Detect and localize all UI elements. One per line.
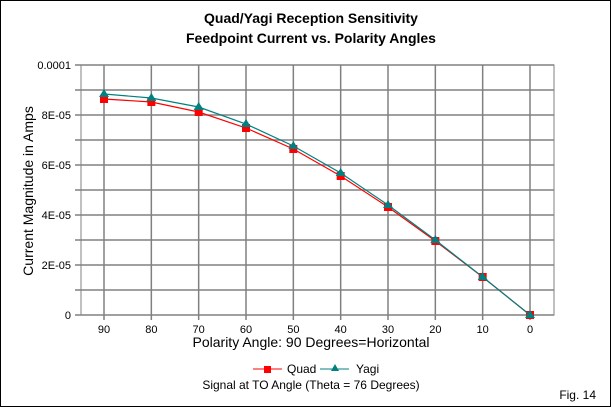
yagi-line (103, 93, 531, 316)
quad-point (100, 95, 108, 103)
x-tick-label: 10 (477, 324, 489, 336)
x-tick-label: 20 (429, 324, 441, 336)
yagi-point (335, 168, 346, 176)
y-tick-label: 4E-05 (42, 210, 71, 222)
y-tick-label: 0 (65, 310, 71, 322)
x-tick-label: 30 (382, 324, 394, 336)
x-tick-label: 90 (98, 324, 110, 336)
y-tick-label: 0.0001 (37, 60, 71, 72)
legend-yagi-label: Yagi (356, 362, 379, 376)
y-axis-label: Current Magnitude in Amps (20, 106, 36, 276)
legend-quad-label: Quad (287, 362, 316, 376)
x-tick-label: 70 (193, 324, 205, 336)
yagi-point (99, 89, 109, 97)
quad-point (194, 108, 203, 116)
x-tick-label: 50 (287, 324, 299, 336)
legend: Quad Yagi (253, 362, 379, 376)
bottom-subtitle: Signal at TO Angle (Theta = 76 Degrees) (202, 378, 419, 392)
yagi-point (193, 102, 204, 110)
yagi-point (525, 310, 535, 318)
y-tick-label: 8E-05 (42, 110, 71, 122)
chart-title-line1: Quad/Yagi Reception Sensitivity (204, 10, 418, 26)
legend-yagi-marker (331, 364, 339, 371)
legend-quad-marker (264, 366, 271, 373)
quad-point (147, 98, 156, 106)
x-tick-label: 40 (335, 324, 347, 336)
figure-label: Fig. 14 (559, 388, 596, 402)
x-tick-label: 80 (145, 324, 157, 336)
yagi-point (383, 200, 393, 208)
chart-title-line2: Feedpoint Current vs. Polarity Angles (186, 30, 436, 46)
y-tick-label: 6E-05 (42, 160, 71, 172)
x-tick-label: 60 (240, 324, 252, 336)
yagi-point (477, 272, 488, 280)
y-tick-label: 2E-05 (42, 260, 71, 272)
yagi-point (430, 235, 441, 243)
quad-point (242, 124, 250, 132)
x-axis-label: Polarity Angle: 90 Degrees=Horizontal (193, 334, 430, 350)
yagi-point (288, 141, 299, 149)
x-tick-label: 0 (527, 324, 533, 336)
yagi-point (146, 93, 157, 101)
yagi-point (241, 119, 251, 127)
